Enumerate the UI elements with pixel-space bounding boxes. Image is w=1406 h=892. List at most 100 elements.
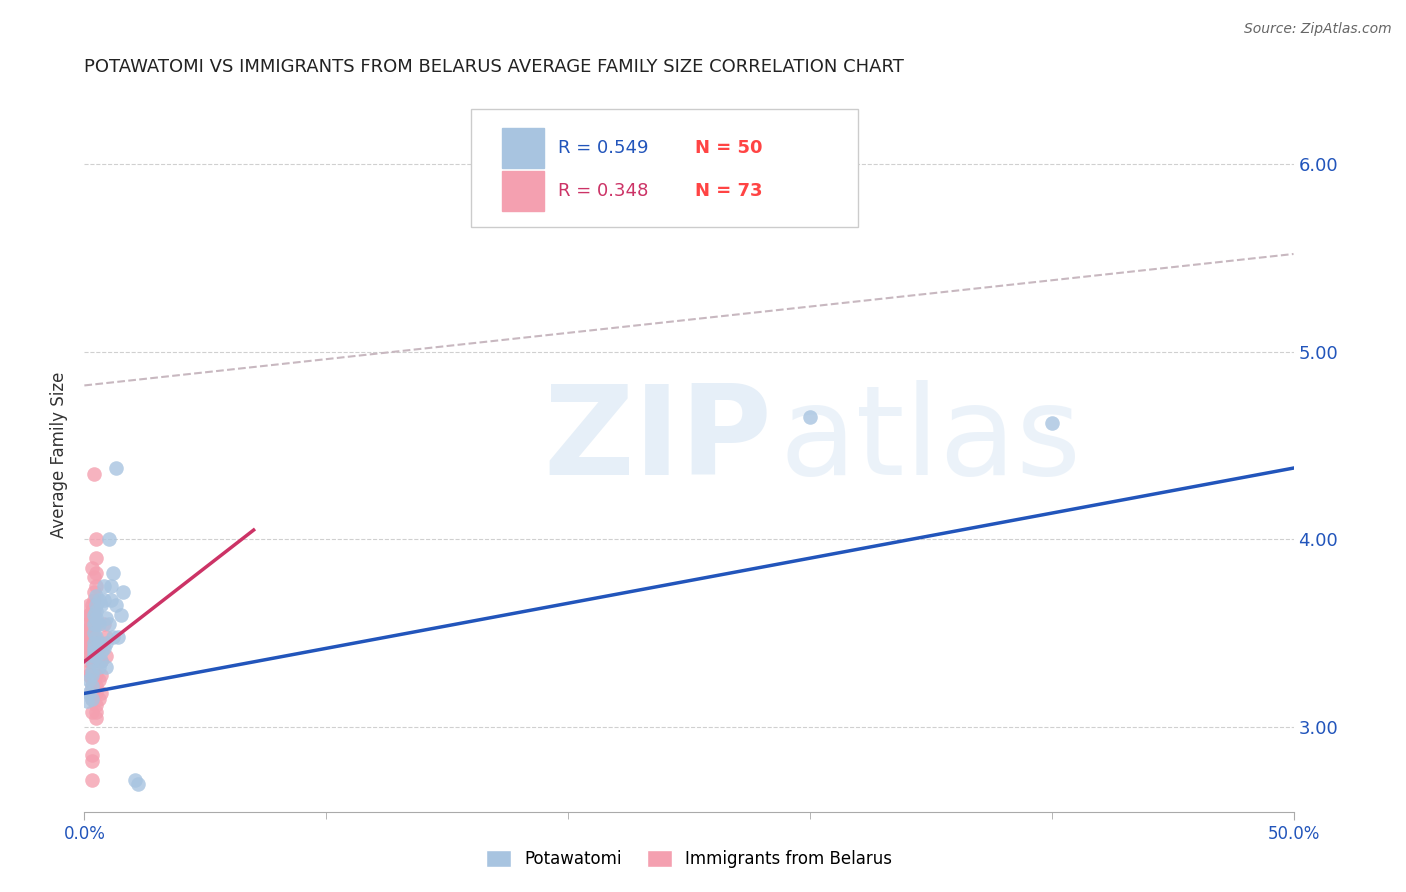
Point <box>77 598 100 612</box>
Text: POTAWATOMI VS IMMIGRANTS FROM BELARUS AVERAGE FAMILY SIZE CORRELATION CHART: POTAWATOMI VS IMMIGRANTS FROM BELARUS AV… <box>84 58 904 76</box>
Point <box>86 679 108 693</box>
Point <box>90 667 112 681</box>
Point <box>87 641 110 656</box>
Point <box>87 636 110 650</box>
Point <box>83 570 105 584</box>
Point <box>77 686 100 700</box>
Point <box>80 679 103 693</box>
Point <box>86 698 108 712</box>
Text: Source: ZipAtlas.com: Source: ZipAtlas.com <box>1244 22 1392 37</box>
Point <box>86 667 108 681</box>
Point <box>80 754 103 768</box>
Point <box>76 694 98 708</box>
Text: N = 50: N = 50 <box>695 139 762 157</box>
Point <box>799 410 821 425</box>
Point <box>77 626 100 640</box>
Point <box>103 630 125 644</box>
Point <box>86 711 108 725</box>
Point <box>97 533 120 547</box>
Point <box>110 607 132 622</box>
Point <box>80 772 103 787</box>
Point <box>112 585 135 599</box>
Text: R = 0.549: R = 0.549 <box>558 139 648 157</box>
Point <box>77 636 100 650</box>
Point <box>80 626 103 640</box>
Point <box>80 748 103 763</box>
Point <box>87 592 110 607</box>
Point <box>90 645 112 659</box>
Text: N = 73: N = 73 <box>695 182 762 200</box>
Point <box>77 648 100 663</box>
Point <box>80 648 103 663</box>
Point <box>107 630 129 644</box>
Text: R = 0.348: R = 0.348 <box>558 182 648 200</box>
Point <box>94 648 117 663</box>
Point <box>80 607 103 622</box>
Point <box>100 592 122 607</box>
Point <box>80 630 103 644</box>
Point <box>90 655 112 669</box>
Point <box>80 705 103 719</box>
Point <box>83 626 105 640</box>
Point <box>77 641 100 656</box>
Point <box>94 630 117 644</box>
Point <box>90 598 112 612</box>
Point <box>127 776 149 790</box>
Point <box>80 655 103 669</box>
Point <box>77 607 100 622</box>
Point <box>76 630 98 644</box>
Point <box>83 604 105 618</box>
Point <box>86 566 108 581</box>
Point <box>80 730 103 744</box>
Point <box>80 655 103 669</box>
Point <box>87 616 110 631</box>
Point <box>90 655 112 669</box>
Point <box>80 667 103 681</box>
Point <box>80 682 103 697</box>
Point <box>83 648 105 663</box>
Point <box>83 616 105 631</box>
Point <box>80 604 103 618</box>
Y-axis label: Average Family Size: Average Family Size <box>51 372 69 538</box>
Bar <box>502 128 544 168</box>
Point <box>86 648 108 663</box>
Point <box>80 636 103 650</box>
Point <box>77 648 100 663</box>
Bar <box>502 171 544 211</box>
Text: ZIP: ZIP <box>544 380 772 501</box>
Point <box>80 673 103 688</box>
Point <box>80 623 103 637</box>
Point <box>80 598 103 612</box>
Point <box>86 616 108 631</box>
Point <box>86 533 108 547</box>
Point <box>76 623 98 637</box>
Point <box>87 692 110 706</box>
Point <box>94 660 117 674</box>
Point <box>80 655 103 669</box>
Point <box>83 607 105 622</box>
Point <box>97 616 120 631</box>
Point <box>83 630 105 644</box>
Point <box>86 589 108 603</box>
Point <box>80 611 103 625</box>
Point <box>87 660 110 674</box>
Point <box>80 664 103 678</box>
Point <box>83 467 105 481</box>
Point <box>86 551 108 566</box>
Point <box>86 686 108 700</box>
Point <box>76 616 98 631</box>
Point <box>104 598 127 612</box>
Point <box>80 616 103 631</box>
Point <box>86 705 108 719</box>
Point <box>93 641 115 656</box>
Point <box>94 611 117 625</box>
Point <box>93 592 115 607</box>
Point <box>90 686 112 700</box>
Point <box>86 579 108 593</box>
Point <box>77 667 100 681</box>
Point <box>80 679 103 693</box>
Point <box>103 566 125 581</box>
Point <box>93 579 115 593</box>
Point <box>83 592 105 607</box>
Point <box>86 598 108 612</box>
